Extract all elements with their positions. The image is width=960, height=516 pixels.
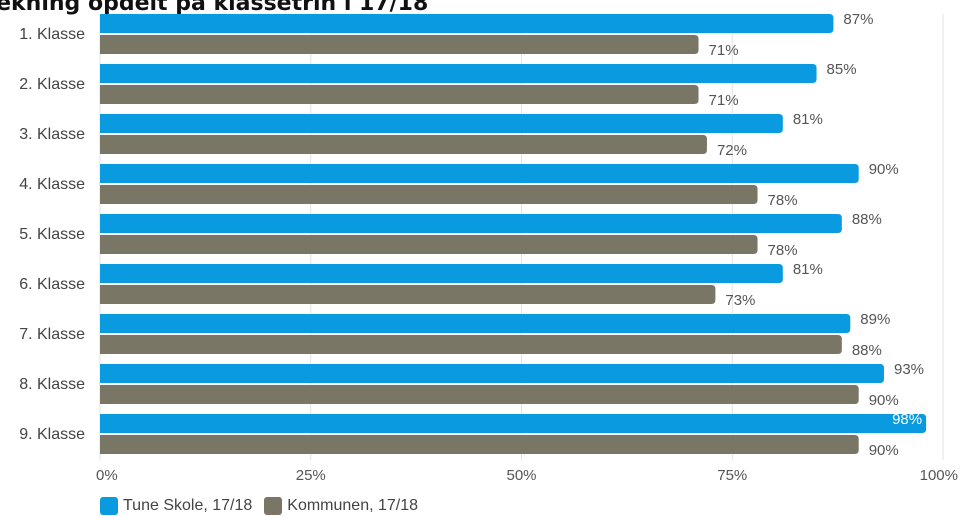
legend: Tune Skole, 17/18 Kommunen, 17/18: [100, 497, 430, 515]
bar-tune-skole[interactable]: [100, 64, 817, 83]
bar-kommunen[interactable]: [100, 235, 758, 254]
bar-tune-skole[interactable]: [100, 414, 927, 433]
data-label: 78%: [768, 242, 798, 259]
data-label: 90%: [869, 392, 899, 409]
legend-swatch-kommunen: [264, 497, 283, 515]
data-label: 78%: [768, 192, 798, 209]
category-label: 5. Klasse: [19, 226, 85, 243]
bar-kommunen[interactable]: [100, 185, 758, 204]
data-label: 71%: [709, 42, 739, 59]
data-label: 81%: [793, 111, 823, 128]
bar-tune-skole[interactable]: [100, 314, 851, 333]
category-label: 1. Klasse: [19, 26, 85, 43]
category-label: 7. Klasse: [19, 326, 85, 343]
data-label: 98%: [892, 411, 922, 428]
bar-kommunen[interactable]: [100, 85, 699, 104]
legend-item-kommunen[interactable]: Kommunen, 17/18: [264, 497, 418, 515]
data-label: 73%: [725, 292, 755, 309]
chart-title: ækning opdelt på klassetrin i 17/18: [0, 0, 429, 16]
bar-tune-skole[interactable]: [100, 214, 842, 233]
category-label: 2. Klasse: [19, 76, 85, 93]
legend-swatch-tune-skole: [100, 497, 118, 515]
bar-tune-skole[interactable]: [100, 364, 884, 383]
x-tick-label: 75%: [717, 467, 747, 484]
bar-tune-skole[interactable]: [100, 14, 834, 33]
data-label: 87%: [843, 11, 873, 28]
legend-item-tune-skole[interactable]: Tune Skole, 17/18: [100, 497, 252, 515]
bar-tune-skole[interactable]: [100, 264, 783, 283]
category-label: 8. Klasse: [19, 376, 85, 393]
x-tick-label: 25%: [296, 467, 326, 484]
data-label: 90%: [869, 442, 899, 459]
category-label: 6. Klasse: [19, 276, 85, 293]
category-label: 3. Klasse: [19, 126, 85, 143]
x-tick-label: 0%: [96, 467, 118, 484]
bar-tune-skole[interactable]: [100, 164, 859, 183]
data-label: 71%: [709, 92, 739, 109]
x-tick-label: 50%: [506, 467, 536, 484]
bar-kommunen[interactable]: [100, 335, 842, 354]
data-label: 93%: [894, 361, 924, 378]
data-label: 88%: [852, 211, 882, 228]
data-label: 90%: [869, 161, 899, 178]
bar-kommunen[interactable]: [100, 285, 716, 304]
data-label: 89%: [860, 311, 890, 328]
bar-kommunen[interactable]: [100, 435, 859, 454]
category-label: 4. Klasse: [19, 176, 85, 193]
bar-kommunen[interactable]: [100, 35, 699, 54]
bar-kommunen[interactable]: [100, 135, 707, 154]
bar-kommunen[interactable]: [100, 385, 859, 404]
data-label: 85%: [827, 61, 857, 78]
legend-label-tune-skole: Tune Skole, 17/18: [123, 497, 253, 514]
data-label: 81%: [793, 261, 823, 278]
data-label: 88%: [852, 342, 882, 359]
legend-label-kommunen: Kommunen, 17/18: [287, 497, 419, 514]
data-label: 72%: [717, 142, 747, 159]
bar-tune-skole[interactable]: [100, 114, 783, 133]
category-label: 9. Klasse: [19, 426, 85, 443]
x-tick-label: 100%: [920, 467, 958, 484]
